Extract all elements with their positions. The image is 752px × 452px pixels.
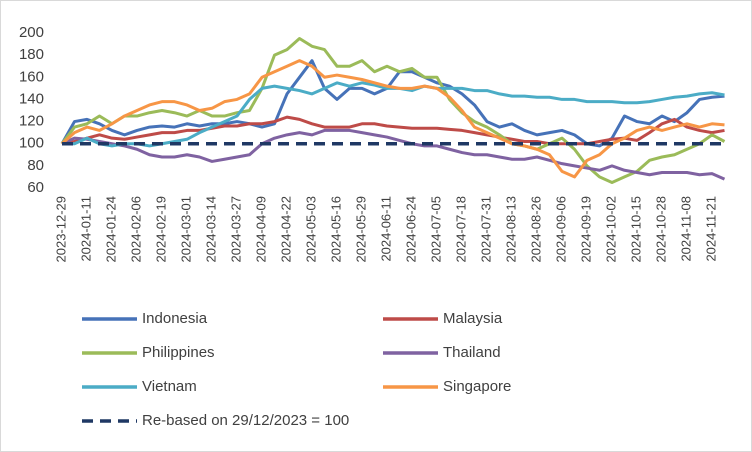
- x-tick-label: 2024-03-01: [178, 196, 193, 263]
- y-tick-label: 80: [27, 157, 44, 174]
- x-tick-label: 2024-03-27: [228, 196, 243, 263]
- x-tick-label: 2024-05-03: [303, 196, 318, 263]
- x-tick-label: 2024-02-06: [128, 196, 143, 263]
- x-tick-label: 2024-11-08: [678, 196, 693, 262]
- y-tick-label: 100: [19, 135, 44, 152]
- series-line: [61, 128, 726, 181]
- x-tick-label: 2024-11-21: [703, 196, 718, 262]
- legend-label: Re-based on 29/12/2023 = 100: [142, 412, 349, 429]
- legend-label: Thailand: [443, 344, 501, 361]
- x-tick-label: 2024-07-18: [453, 196, 468, 263]
- x-tick-label: 2024-04-09: [253, 196, 268, 263]
- x-tick-label: 2024-06-24: [403, 196, 418, 263]
- x-tick-label: 2024-08-13: [503, 196, 518, 263]
- x-tick-label: 2024-01-24: [103, 196, 118, 263]
- x-tick-label: 2024-04-22: [278, 196, 293, 263]
- x-tick-label: 2024-07-05: [428, 196, 443, 263]
- x-tick-label: 2024-10-28: [653, 196, 668, 263]
- series-line: [60, 37, 726, 184]
- y-tick-label: 160: [19, 68, 44, 85]
- legend-label: Philippines: [142, 344, 215, 361]
- x-tick-label: 2023-12-29: [53, 196, 68, 263]
- series-line: [61, 115, 725, 146]
- x-tick-label: 2024-05-16: [328, 196, 343, 263]
- series-line: [61, 59, 725, 179]
- series-line: [60, 59, 725, 148]
- y-tick-label: 140: [19, 90, 44, 107]
- x-tick-label: 2024-09-19: [578, 196, 593, 263]
- x-tick-label: 2024-01-11: [78, 196, 93, 262]
- x-tick-label: 2024-07-31: [478, 196, 493, 263]
- y-tick-label: 60: [27, 179, 44, 196]
- legend-label: Vietnam: [142, 378, 197, 395]
- y-tick-label: 180: [19, 46, 44, 63]
- x-tick-label: 2024-09-06: [553, 196, 568, 263]
- legend-label: Singapore: [443, 378, 511, 395]
- x-tick-label: 2024-06-11: [378, 196, 393, 262]
- x-tick-label: 2024-02-19: [153, 196, 168, 263]
- y-tick-label: 120: [19, 113, 44, 130]
- y-tick-label: 200: [19, 24, 44, 41]
- x-tick-label: 2024-03-14: [203, 196, 218, 263]
- legend-label: Indonesia: [142, 310, 208, 327]
- x-tick-label: 2024-10-15: [628, 196, 643, 263]
- x-tick-label: 2024-05-29: [353, 196, 368, 263]
- x-tick-label: 2024-10-02: [603, 196, 618, 263]
- x-tick-label: 2024-08-26: [528, 196, 543, 263]
- legend-label: Malaysia: [443, 310, 503, 327]
